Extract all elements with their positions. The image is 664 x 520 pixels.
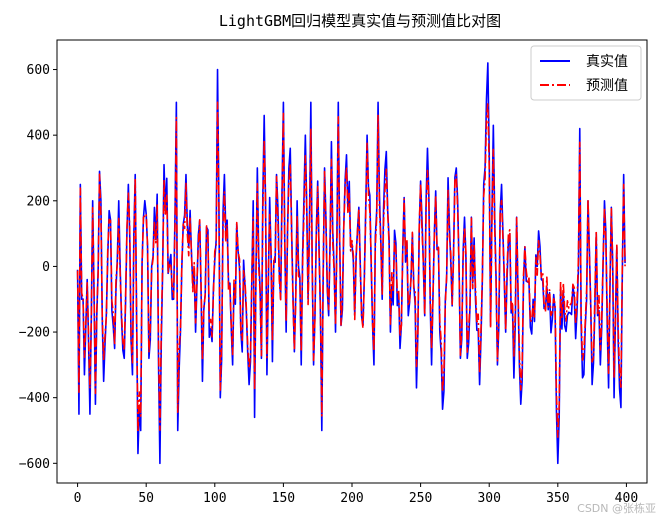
chart-title: LightGBM回归模型真实值与预测值比对图: [219, 12, 501, 30]
legend-frame: [530, 45, 642, 101]
series-line-pred: [76, 101, 626, 438]
y-tick-label: 400: [27, 129, 50, 144]
x-tick-label: 200: [340, 491, 363, 506]
x-axis: 0 50 100 150 200 250 300 350 400: [74, 483, 638, 506]
x-tick-label: 100: [203, 491, 226, 506]
y-tick-label: 200: [27, 194, 50, 209]
x-tick-label: 50: [138, 491, 154, 506]
x-tick-label: 350: [546, 491, 569, 506]
y-tick-label: −600: [19, 457, 50, 472]
legend-label-pred: 预测值: [586, 78, 628, 94]
plot-frame: [56, 39, 648, 484]
x-tick-label: 150: [272, 491, 295, 506]
plot-area: [76, 62, 626, 465]
y-axis: −600 −400 −200 0 200 400 600: [19, 63, 57, 472]
legend: 真实值 预测值: [530, 45, 642, 101]
legend-label-true: 真实值: [586, 54, 628, 70]
x-tick-label: 0: [74, 491, 82, 506]
y-tick-label: −400: [19, 391, 50, 406]
x-tick-label: 250: [409, 491, 432, 506]
watermark: CSDN @张栋亚: [577, 502, 656, 515]
x-tick-label: 300: [477, 491, 500, 506]
y-tick-label: −200: [19, 326, 50, 341]
y-tick-label: 0: [42, 260, 50, 275]
x-tick-label: 400: [615, 491, 638, 506]
y-tick-label: 600: [27, 63, 50, 78]
